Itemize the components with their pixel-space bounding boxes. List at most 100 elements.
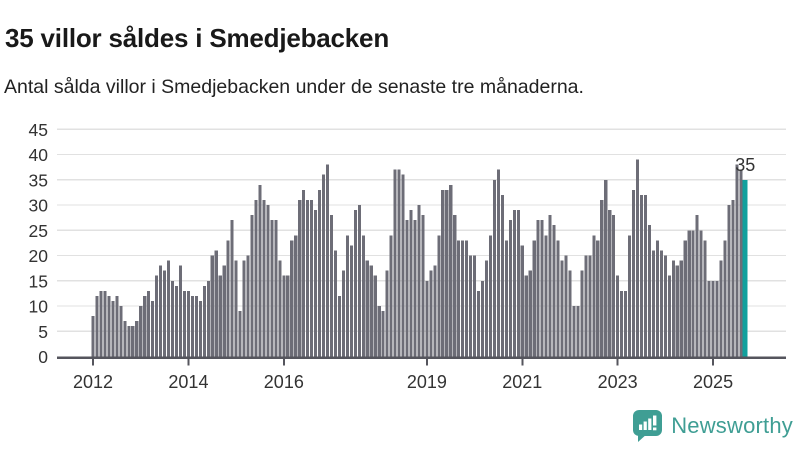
bar [230, 220, 234, 357]
bar [477, 290, 481, 357]
bar [667, 275, 671, 357]
bar [711, 280, 715, 357]
bar [492, 179, 497, 357]
bar [457, 240, 461, 357]
bar [731, 199, 735, 357]
bar [278, 260, 282, 357]
bar [417, 205, 421, 357]
y-axis-tick-label: 30 [29, 196, 49, 216]
bar [246, 255, 250, 357]
bar [103, 290, 107, 357]
bar [413, 220, 417, 357]
bar [242, 260, 246, 357]
x-axis-tick-label: 2025 [693, 372, 733, 392]
bar [620, 290, 624, 357]
page-subtitle: Antal sålda villor i Smedjebacken under … [4, 76, 584, 98]
bar [373, 275, 377, 357]
bar [178, 265, 183, 357]
bar [182, 290, 187, 357]
bar [739, 169, 743, 357]
bar [647, 225, 652, 357]
bar [135, 321, 139, 357]
bar [671, 260, 675, 357]
bar [167, 260, 171, 357]
x-axis-tick-label: 2023 [598, 372, 638, 392]
bar [174, 285, 179, 357]
bar [341, 270, 345, 357]
bar [616, 275, 620, 357]
newsworthy-brand-name: Newsworthy [671, 413, 793, 438]
bar [123, 321, 127, 357]
bar [465, 240, 469, 357]
bar [500, 194, 504, 357]
bar [147, 290, 151, 357]
bar [441, 189, 445, 357]
bar [604, 179, 608, 357]
bar [612, 215, 616, 357]
y-axis-tick-label: 40 [29, 145, 49, 165]
bar [695, 215, 699, 357]
bar [345, 235, 349, 357]
bar [139, 306, 143, 357]
bar [238, 311, 242, 357]
bar [361, 235, 365, 357]
bar [624, 290, 628, 357]
bar [632, 189, 636, 357]
bar [186, 290, 190, 357]
bar [111, 300, 115, 357]
bar [314, 210, 318, 357]
bar [322, 174, 326, 357]
bar [675, 265, 679, 357]
bar [294, 235, 298, 357]
bar [437, 235, 441, 357]
bar [687, 230, 691, 357]
bar [703, 240, 707, 357]
bar [433, 265, 437, 357]
bar [210, 255, 214, 357]
bar [405, 220, 409, 357]
bar [473, 255, 477, 357]
bar [163, 270, 167, 357]
bar [524, 275, 528, 357]
bar [337, 295, 342, 357]
bar [385, 270, 389, 357]
y-axis-tick-label: 35 [29, 170, 48, 190]
bar [202, 285, 206, 357]
y-axis-tick-label: 25 [29, 221, 48, 241]
bar [488, 235, 493, 357]
bar [222, 265, 226, 357]
bar [159, 265, 163, 357]
bar [198, 300, 202, 357]
bar [596, 240, 600, 357]
bar [516, 210, 520, 357]
bar [274, 220, 278, 357]
page-title: 35 villor såldes i Smedjebacken [5, 23, 390, 54]
bar [560, 260, 564, 357]
bar [600, 199, 604, 357]
bar [377, 306, 381, 357]
bar [568, 270, 572, 357]
bar [588, 255, 592, 357]
bar [266, 205, 270, 357]
newsworthy-logo: Newsworthy [632, 408, 793, 444]
bar [572, 306, 576, 357]
x-axis-tick-label: 2014 [168, 372, 208, 392]
bar [449, 184, 453, 357]
bar [218, 275, 222, 357]
bar [643, 194, 648, 357]
x-axis-tick-label: 2016 [264, 372, 304, 392]
bar [306, 199, 310, 357]
bar [683, 240, 687, 357]
bar [528, 270, 532, 357]
x-axis-tick-label: 2021 [502, 372, 542, 392]
bar [723, 240, 727, 357]
bar [194, 295, 198, 357]
y-axis-tick-label: 15 [29, 271, 48, 291]
bar [556, 240, 560, 357]
x-axis-tick-label: 2012 [73, 372, 113, 392]
bar [349, 245, 353, 357]
bar [576, 306, 580, 357]
bar [282, 275, 286, 357]
bar [254, 199, 258, 357]
bar [421, 215, 425, 357]
